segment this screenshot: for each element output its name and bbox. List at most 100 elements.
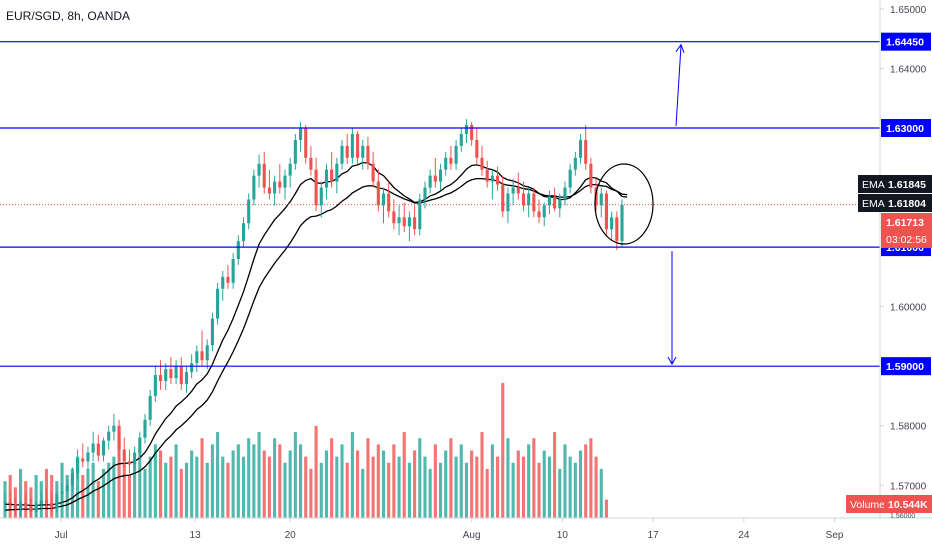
candle-body [464, 125, 469, 134]
volume-bar [475, 456, 479, 518]
candle [542, 202, 546, 227]
volume-bar [200, 438, 204, 518]
volume-bar [501, 383, 505, 518]
candle [65, 479, 69, 498]
volume-bar [558, 468, 562, 518]
candle [247, 193, 251, 230]
volume-bar [76, 456, 80, 518]
candle-body [107, 431, 111, 441]
volume-bar [309, 468, 313, 518]
candle [324, 163, 329, 200]
level-price-label[interactable]: 1.59000 [881, 357, 931, 376]
candle-body [200, 351, 204, 361]
volume-bar [112, 456, 116, 518]
volume-bar [345, 462, 349, 518]
up-arrow-head-icon [675, 43, 685, 53]
volume-bar [319, 462, 323, 518]
volume-bar [107, 462, 111, 518]
candle [319, 181, 323, 218]
candle-body [423, 187, 427, 200]
candle-body [402, 217, 406, 227]
candle [381, 187, 386, 224]
candle-body [267, 187, 271, 194]
time-axis-ticks: Jul1320Aug101724Sep1421Oct [55, 518, 844, 541]
candle-body [304, 128, 308, 158]
volume-bar [454, 456, 458, 518]
candle [3, 494, 7, 513]
volume-bar [133, 462, 137, 518]
ema-value-tag[interactable]: EMA 1.61804 [858, 194, 932, 212]
candle [314, 157, 318, 212]
time-tick-label: Jul [55, 530, 68, 541]
volume-bar [262, 450, 266, 518]
level-price-label[interactable]: 1.64450 [881, 32, 931, 51]
volume-bar [195, 456, 199, 518]
candle-body [376, 181, 380, 206]
volume-bar [101, 468, 106, 518]
candle [413, 205, 417, 236]
candle-body [241, 223, 246, 242]
candle [397, 205, 401, 236]
ema-value-tag[interactable]: EMA 1.61845 [858, 175, 932, 193]
candle [210, 312, 214, 352]
candle-body [252, 175, 256, 200]
candle [475, 128, 479, 164]
candle [205, 339, 209, 370]
volume-bar [324, 450, 329, 518]
candle [361, 139, 365, 170]
candle-body [91, 443, 95, 453]
volume-bar [366, 438, 370, 518]
volume-bar [542, 450, 546, 518]
volume-bar [521, 456, 526, 518]
time-tick-label: Aug [463, 530, 481, 541]
volume-bar [573, 462, 577, 518]
candle-body [138, 437, 142, 453]
volume-bar [138, 450, 142, 518]
candle [511, 178, 515, 206]
volume-bar [428, 468, 432, 518]
candle [444, 151, 448, 176]
candle-body [537, 211, 541, 218]
countdown-text: 03:02:56 [886, 234, 927, 246]
candle-body [174, 366, 178, 379]
annotations-layer [594, 43, 685, 366]
level-price-label-text: 1.64450 [886, 37, 924, 49]
candle [423, 181, 427, 209]
candle-body [81, 458, 85, 462]
candle [112, 413, 116, 441]
candle [537, 199, 541, 224]
candle [55, 491, 59, 513]
candle [599, 187, 603, 218]
level-price-label[interactable]: 1.63000 [881, 119, 931, 138]
candle [86, 446, 90, 471]
volume-tag-box [846, 495, 884, 513]
volume-tag[interactable]: Volume 10.544K 1.56000 [846, 495, 932, 520]
candle [604, 190, 609, 236]
candle-body [179, 366, 183, 385]
volume-bar [298, 444, 303, 518]
candle [496, 166, 500, 191]
ema-tag-label: EMA [862, 198, 885, 210]
candle-body [485, 169, 489, 182]
candle-body [158, 375, 163, 382]
volume-bar [18, 468, 23, 518]
candle [257, 154, 261, 188]
candle-body [44, 500, 49, 504]
last-price-label[interactable]: 1.61713 03:02:56 [881, 213, 932, 248]
volume-bar [599, 468, 603, 518]
candle-body [236, 241, 240, 259]
volume-bar [184, 462, 189, 518]
candle-body [366, 145, 370, 164]
candle-body [319, 187, 323, 206]
ema-tag-value: 1.61845 [888, 179, 926, 191]
volume-bar [568, 456, 572, 518]
candle [558, 193, 562, 218]
candle [200, 330, 204, 367]
candle [96, 434, 100, 462]
candle-body [361, 145, 365, 158]
candles-layer [3, 119, 624, 518]
volume-bar [547, 456, 551, 518]
